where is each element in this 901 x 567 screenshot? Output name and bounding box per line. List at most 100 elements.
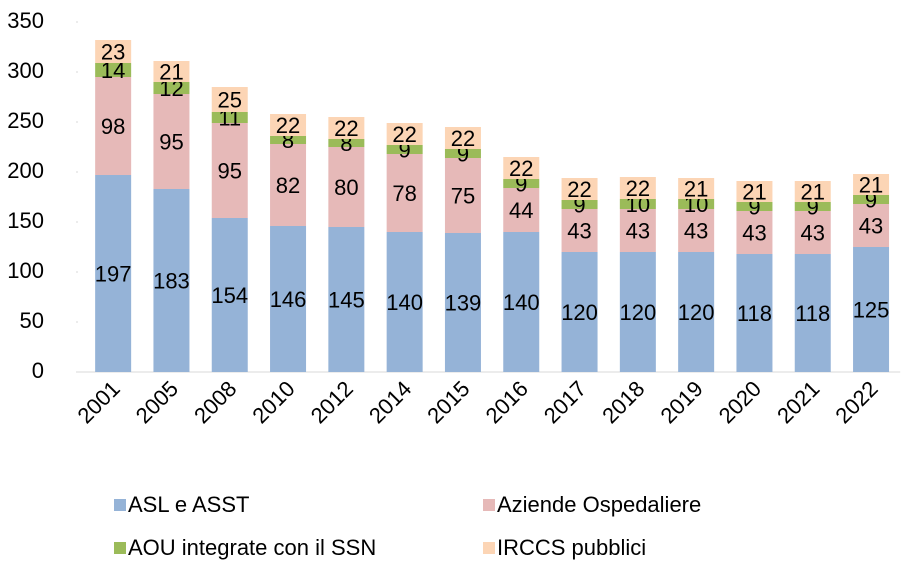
bar-segment — [444, 233, 481, 372]
x-tick-label: 2010 — [247, 376, 299, 428]
data-label: 82 — [276, 173, 300, 198]
bar-segment — [619, 209, 656, 252]
data-label: 80 — [334, 175, 358, 200]
bar-segment — [153, 61, 190, 82]
data-label: 22 — [334, 116, 358, 141]
bar-segment — [678, 252, 715, 372]
x-tick-label: 2018 — [597, 376, 649, 428]
data-label: 183 — [153, 268, 190, 293]
data-label: 120 — [561, 300, 598, 325]
data-label: 25 — [218, 87, 242, 112]
data-label: 120 — [678, 300, 715, 325]
y-tick-label: 350 — [7, 8, 44, 33]
data-label: 43 — [859, 213, 883, 238]
bar-segment — [736, 202, 773, 211]
data-label: 75 — [451, 183, 475, 208]
bar-segment — [678, 199, 715, 209]
data-label: 146 — [270, 287, 307, 312]
data-label: 22 — [392, 122, 416, 147]
bar-segment — [153, 82, 190, 94]
data-label: 145 — [328, 287, 365, 312]
bar-segment — [211, 123, 248, 218]
legend-label: ASL e ASST — [128, 492, 249, 517]
y-tick-label: 0 — [32, 358, 44, 383]
data-label: 22 — [276, 113, 300, 138]
data-label: 22 — [567, 177, 591, 202]
x-tick-label: 2020 — [714, 376, 766, 428]
bar-segment — [444, 149, 481, 158]
bar-segment — [211, 87, 248, 112]
bar-segment — [561, 252, 598, 372]
data-label: 21 — [684, 176, 708, 201]
bar-segment — [619, 252, 656, 372]
bar-segment — [211, 218, 248, 372]
data-label: 22 — [626, 176, 650, 201]
bar-segment — [153, 189, 190, 372]
x-tick-label: 2005 — [131, 376, 183, 428]
x-tick-label: 2015 — [422, 376, 474, 428]
bar-segment — [153, 94, 190, 189]
data-label: 78 — [392, 181, 416, 206]
x-tick-label: 2014 — [364, 376, 416, 428]
data-label: 197 — [95, 261, 132, 286]
bar-segment — [386, 154, 423, 232]
data-label: 23 — [101, 39, 125, 64]
data-label: 43 — [742, 220, 766, 245]
bar-segment — [794, 202, 831, 211]
bar-segment — [503, 188, 540, 232]
bar-segment — [270, 144, 307, 226]
bar-segment — [794, 254, 831, 372]
data-label: 95 — [159, 129, 183, 154]
bar-segment — [853, 174, 890, 195]
y-tick-label: 100 — [7, 258, 44, 283]
y-tick-label: 50 — [20, 308, 44, 333]
bar-segment — [270, 114, 307, 136]
bar-segment — [678, 209, 715, 252]
y-tick-label: 150 — [7, 208, 44, 233]
legend-swatch — [114, 542, 126, 554]
bar-segment — [444, 158, 481, 233]
data-label: 43 — [684, 218, 708, 243]
bar-segment — [95, 77, 132, 175]
bar-segment — [853, 247, 890, 372]
data-label: 154 — [211, 283, 248, 308]
bar-segment — [853, 195, 890, 204]
bar-segment — [503, 157, 540, 179]
data-label: 22 — [509, 156, 533, 181]
bar-segment — [794, 181, 831, 202]
bar-segment — [619, 177, 656, 199]
data-label: 139 — [445, 290, 482, 315]
bar-segment — [328, 139, 365, 147]
data-label: 43 — [567, 218, 591, 243]
bar-segment — [561, 178, 598, 200]
x-tick-label: 2001 — [73, 376, 125, 428]
x-tick-label: 2019 — [656, 376, 708, 428]
bar-segment — [503, 232, 540, 372]
bar-segment — [328, 117, 365, 139]
bar-segment — [211, 112, 248, 123]
data-label: 22 — [451, 126, 475, 151]
bar-segment — [561, 209, 598, 252]
legend-swatch — [114, 499, 126, 511]
data-label: 118 — [795, 301, 830, 326]
bar-segment — [444, 127, 481, 149]
bar-segment — [794, 211, 831, 254]
bar-segment — [95, 63, 132, 77]
data-label: 44 — [509, 198, 533, 223]
data-label: 21 — [159, 59, 183, 84]
bar-segment — [503, 179, 540, 188]
data-label: 140 — [503, 290, 540, 315]
bar-segment — [270, 226, 307, 372]
data-label: 120 — [619, 300, 656, 325]
bar-segment — [561, 200, 598, 209]
bar-segment — [95, 175, 132, 372]
legend-swatch — [483, 542, 495, 554]
data-label: 21 — [742, 179, 766, 204]
legend-label: Aziende Ospedaliere — [497, 492, 701, 517]
bar-segment — [270, 136, 307, 144]
data-label: 21 — [859, 172, 883, 197]
data-label: 125 — [853, 297, 890, 322]
bar-segment — [95, 40, 132, 63]
x-tick-label: 2022 — [830, 376, 882, 428]
